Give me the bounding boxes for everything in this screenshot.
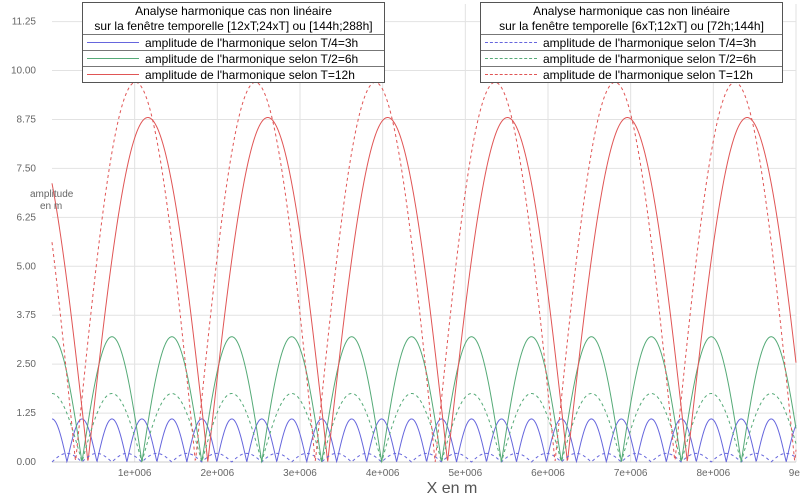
legend-left: Analyse harmonique cas non linéaire sur … [82, 2, 385, 83]
series-line-2 [51, 117, 797, 462]
x-tick-label: 6e+006 [531, 468, 565, 479]
legend-left-entry-t: amplitude de l'harmonique selon T=12h [83, 66, 384, 82]
legend-swatch [83, 67, 143, 82]
series-line-1 [51, 336, 797, 463]
legend-left-entry-t4: amplitude de l'harmonique selon T/4=3h [83, 34, 384, 50]
x-axis-label: X en m [427, 480, 478, 497]
x-tick-label: 4e+006 [366, 468, 400, 479]
series-line-3 [51, 452, 797, 463]
y-axis-ticks: 0.00 1.25 2.50 3.75 5.00 6.25 7.50 8.75 10.00 11.… [11, 17, 36, 468]
y-tick-label: 11.25 [12, 17, 37, 28]
x-tick-label: 8e+006 [697, 468, 731, 479]
y-axis-label-line-2: en m [40, 201, 62, 212]
legend-right-title: Analyse harmonique cas non linéaire sur … [481, 3, 782, 34]
legend-left-title: Analyse harmonique cas non linéaire sur … [83, 3, 384, 34]
x-tick-label: 1e+006 [118, 468, 152, 479]
series-line-4 [51, 392, 797, 464]
legend-swatch [481, 51, 541, 66]
legend-right: Analyse harmonique cas non linéaire sur … [480, 2, 783, 83]
legend-label: amplitude de l'harmonique selon T/4=3h [145, 35, 359, 50]
x-tick-label: 3e+006 [283, 468, 317, 479]
y-tick-label: 6.25 [17, 212, 37, 223]
legend-left-entry-t2: amplitude de l'harmonique selon T/2=6h [83, 50, 384, 66]
y-tick-label: 1.25 [17, 408, 37, 419]
legend-left-title-line-2: sur la fenêtre temporelle [12xT;24xT] ou… [94, 19, 373, 33]
legend-right-entry-t2: amplitude de l'harmonique selon T/2=6h [481, 50, 782, 66]
legend-right-title-line-1: Analyse harmonique cas non linéaire [533, 4, 730, 18]
legend-swatch [481, 67, 541, 82]
y-tick-label: 0.00 [17, 457, 37, 468]
y-tick-label: 8.75 [17, 114, 37, 125]
legend-label: amplitude de l'harmonique selon T/2=6h [145, 51, 359, 66]
x-tick-label: 7e+006 [614, 468, 648, 479]
legend-label: amplitude de l'harmonique selon T/4=3h [543, 35, 757, 50]
legend-label: amplitude de l'harmonique selon T=12h [145, 67, 355, 82]
legend-right-entry-t4: amplitude de l'harmonique selon T/4=3h [481, 34, 782, 50]
y-tick-label: 3.75 [17, 310, 37, 321]
legend-swatch [481, 35, 541, 50]
x-axis-ticks: 1e+006 2e+006 3e+006 4e+006 5e+006 6e+006 7e+0… [118, 468, 800, 479]
y-tick-label: 2.50 [17, 359, 37, 370]
legend-swatch [83, 35, 143, 50]
x-tick-label: 2e+006 [201, 468, 235, 479]
y-tick-label: 10.00 [11, 66, 36, 77]
y-axis-label-line-1: amplitude [30, 189, 74, 200]
y-tick-label: 7.50 [17, 163, 37, 174]
plot-area [51, 81, 797, 464]
x-tick-label: 9e- [789, 468, 800, 479]
x-tick-label: 5e+006 [449, 468, 483, 479]
legend-label: amplitude de l'harmonique selon T/2=6h [543, 51, 757, 66]
y-tick-label: 5.00 [17, 261, 37, 272]
legend-right-title-line-2: sur la fenêtre temporelle [6xT;12xT] ou … [499, 19, 764, 33]
legend-swatch [83, 51, 143, 66]
series-line-5 [51, 81, 797, 463]
legend-left-title-line-1: Analyse harmonique cas non linéaire [135, 4, 332, 18]
legend-label: amplitude de l'harmonique selon T=12h [543, 67, 753, 82]
legend-right-entry-t: amplitude de l'harmonique selon T=12h [481, 66, 782, 82]
